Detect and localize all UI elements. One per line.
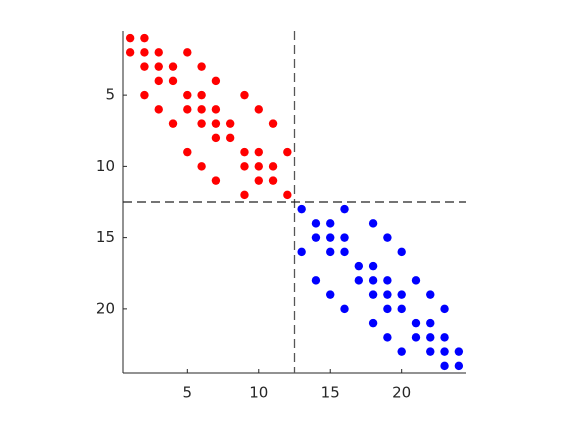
point bbox=[197, 90, 206, 100]
point bbox=[426, 333, 435, 342]
point bbox=[125, 33, 135, 43]
point bbox=[140, 33, 149, 43]
point bbox=[397, 304, 406, 314]
x-tick-label: 15 bbox=[321, 384, 340, 402]
point bbox=[183, 105, 192, 114]
point bbox=[383, 233, 392, 242]
point bbox=[225, 133, 235, 143]
point bbox=[326, 233, 335, 242]
point bbox=[154, 62, 163, 71]
point bbox=[283, 147, 292, 157]
point bbox=[397, 347, 406, 356]
point bbox=[340, 247, 349, 257]
point bbox=[368, 276, 378, 285]
point bbox=[311, 276, 321, 285]
point bbox=[211, 76, 221, 86]
point bbox=[197, 105, 206, 114]
point bbox=[197, 119, 206, 128]
point bbox=[440, 333, 449, 342]
point bbox=[397, 290, 406, 299]
point bbox=[240, 162, 249, 171]
point bbox=[411, 276, 421, 285]
point bbox=[440, 361, 449, 371]
point bbox=[240, 190, 249, 200]
point bbox=[326, 219, 335, 228]
point bbox=[340, 204, 349, 214]
point bbox=[383, 290, 392, 299]
point bbox=[140, 62, 149, 71]
point bbox=[368, 219, 378, 228]
x-tick-label: 20 bbox=[392, 384, 411, 402]
point bbox=[283, 190, 292, 200]
point bbox=[426, 347, 435, 356]
point bbox=[297, 204, 306, 214]
point bbox=[240, 147, 249, 157]
point bbox=[154, 76, 163, 86]
point bbox=[454, 347, 464, 356]
point bbox=[440, 304, 449, 314]
point bbox=[411, 318, 421, 328]
point bbox=[211, 176, 221, 185]
point bbox=[211, 105, 221, 114]
point bbox=[311, 219, 321, 228]
point bbox=[183, 48, 192, 57]
x-tick-label: 10 bbox=[249, 384, 268, 402]
point bbox=[426, 290, 435, 299]
point bbox=[354, 261, 364, 271]
y-tick-label: 10 bbox=[96, 157, 115, 175]
point bbox=[311, 233, 321, 242]
point bbox=[254, 162, 263, 171]
point bbox=[140, 48, 149, 57]
point bbox=[140, 90, 149, 100]
point bbox=[211, 119, 221, 128]
point bbox=[340, 304, 349, 314]
point bbox=[197, 62, 206, 71]
y-tick-label: 5 bbox=[105, 86, 115, 104]
point bbox=[183, 90, 192, 100]
point bbox=[254, 176, 263, 185]
point bbox=[240, 90, 249, 100]
point bbox=[326, 247, 335, 257]
point bbox=[354, 276, 364, 285]
point bbox=[326, 290, 335, 299]
point bbox=[254, 105, 263, 114]
point bbox=[197, 162, 206, 171]
point bbox=[168, 119, 178, 128]
point bbox=[154, 48, 163, 57]
point bbox=[383, 333, 392, 342]
point bbox=[254, 147, 263, 157]
point bbox=[368, 290, 378, 299]
point bbox=[268, 162, 278, 171]
point bbox=[368, 261, 378, 271]
point bbox=[383, 276, 392, 285]
point bbox=[440, 347, 449, 356]
point bbox=[454, 361, 464, 371]
point bbox=[297, 247, 306, 257]
point bbox=[183, 147, 192, 157]
y-tick-label: 15 bbox=[96, 228, 115, 246]
point bbox=[368, 318, 378, 328]
point bbox=[168, 76, 178, 86]
point bbox=[154, 105, 163, 114]
point bbox=[211, 133, 221, 143]
point bbox=[168, 62, 178, 71]
y-tick-label: 20 bbox=[96, 299, 115, 317]
point bbox=[426, 318, 435, 328]
point bbox=[268, 119, 278, 128]
point bbox=[397, 247, 406, 257]
x-tick-label: 5 bbox=[183, 384, 193, 402]
point bbox=[411, 333, 421, 342]
point bbox=[125, 48, 135, 57]
point bbox=[225, 119, 235, 128]
point bbox=[340, 233, 349, 242]
point bbox=[383, 304, 392, 314]
point bbox=[268, 176, 278, 185]
